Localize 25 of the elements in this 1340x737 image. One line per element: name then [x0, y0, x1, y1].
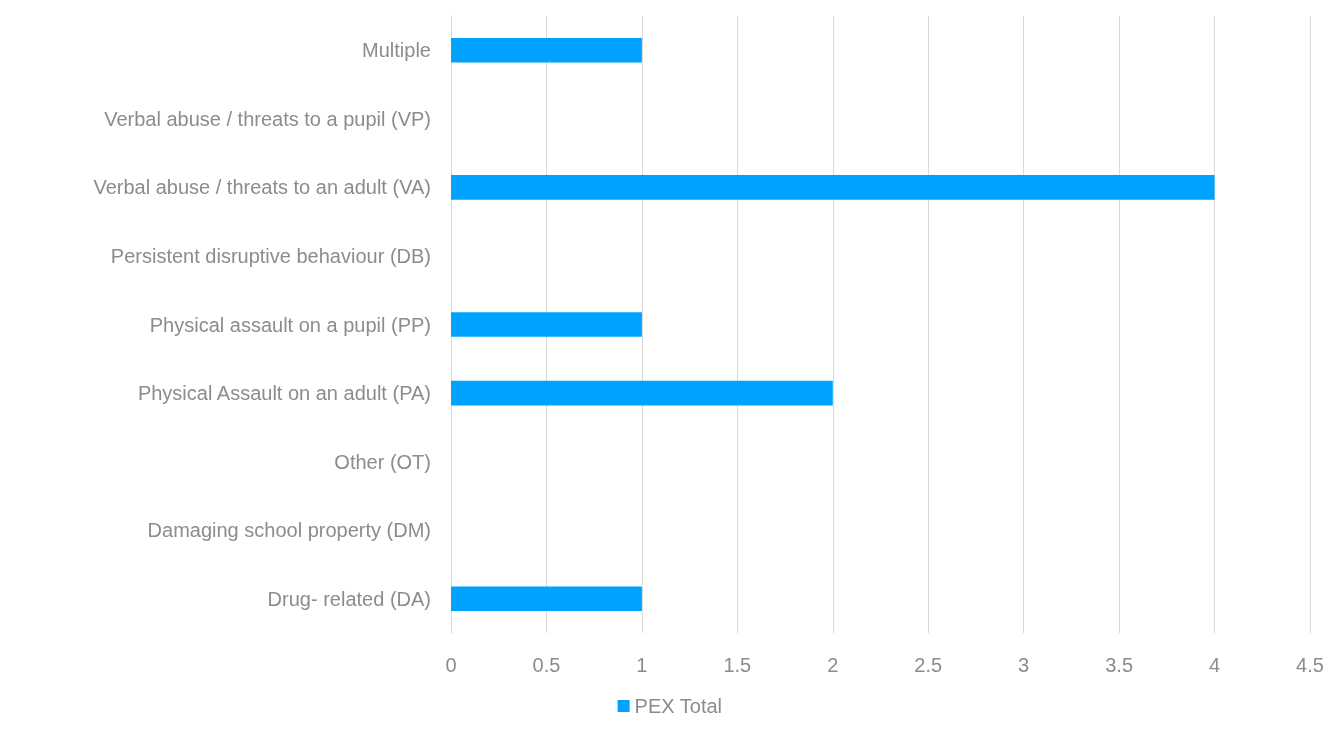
x-tick-label: 3 — [1018, 654, 1030, 676]
x-tick-label: 0.5 — [532, 654, 561, 676]
y-tick-label: Verbal abuse / threats to an adult (VA) — [93, 176, 431, 199]
x-tick-label: 4.5 — [1296, 654, 1324, 676]
x-tick-label: 1 — [636, 654, 648, 676]
y-tick-label: Physical assault on a pupil (PP) — [149, 313, 431, 336]
y-tick-label: Verbal abuse / threats to a pupil (VP) — [104, 107, 431, 130]
y-tick-label: Multiple — [362, 39, 431, 62]
bar — [451, 175, 1215, 200]
x-tick-label: 3.5 — [1105, 654, 1134, 676]
bar — [451, 37, 642, 63]
y-tick-label: Drug- related (DA) — [267, 587, 431, 610]
x-tick-label: 1.5 — [723, 654, 752, 676]
y-tick-label: Damaging school property (DM) — [147, 519, 431, 542]
bar — [451, 312, 642, 337]
x-tick-label: 2 — [827, 654, 839, 676]
x-tick-label: 4 — [1208, 654, 1221, 676]
x-tick-label: 0 — [445, 654, 457, 676]
legend-label: PEX Total — [634, 695, 723, 717]
x-tick-label: 2.5 — [914, 654, 943, 676]
bar — [451, 380, 833, 406]
y-tick-label: Physical Assault on an adult (PA) — [137, 382, 431, 405]
y-tick-label: Other (OT) — [334, 450, 431, 473]
bar — [451, 586, 642, 612]
y-tick-label: Persistent disruptive behaviour (DB) — [110, 244, 431, 267]
